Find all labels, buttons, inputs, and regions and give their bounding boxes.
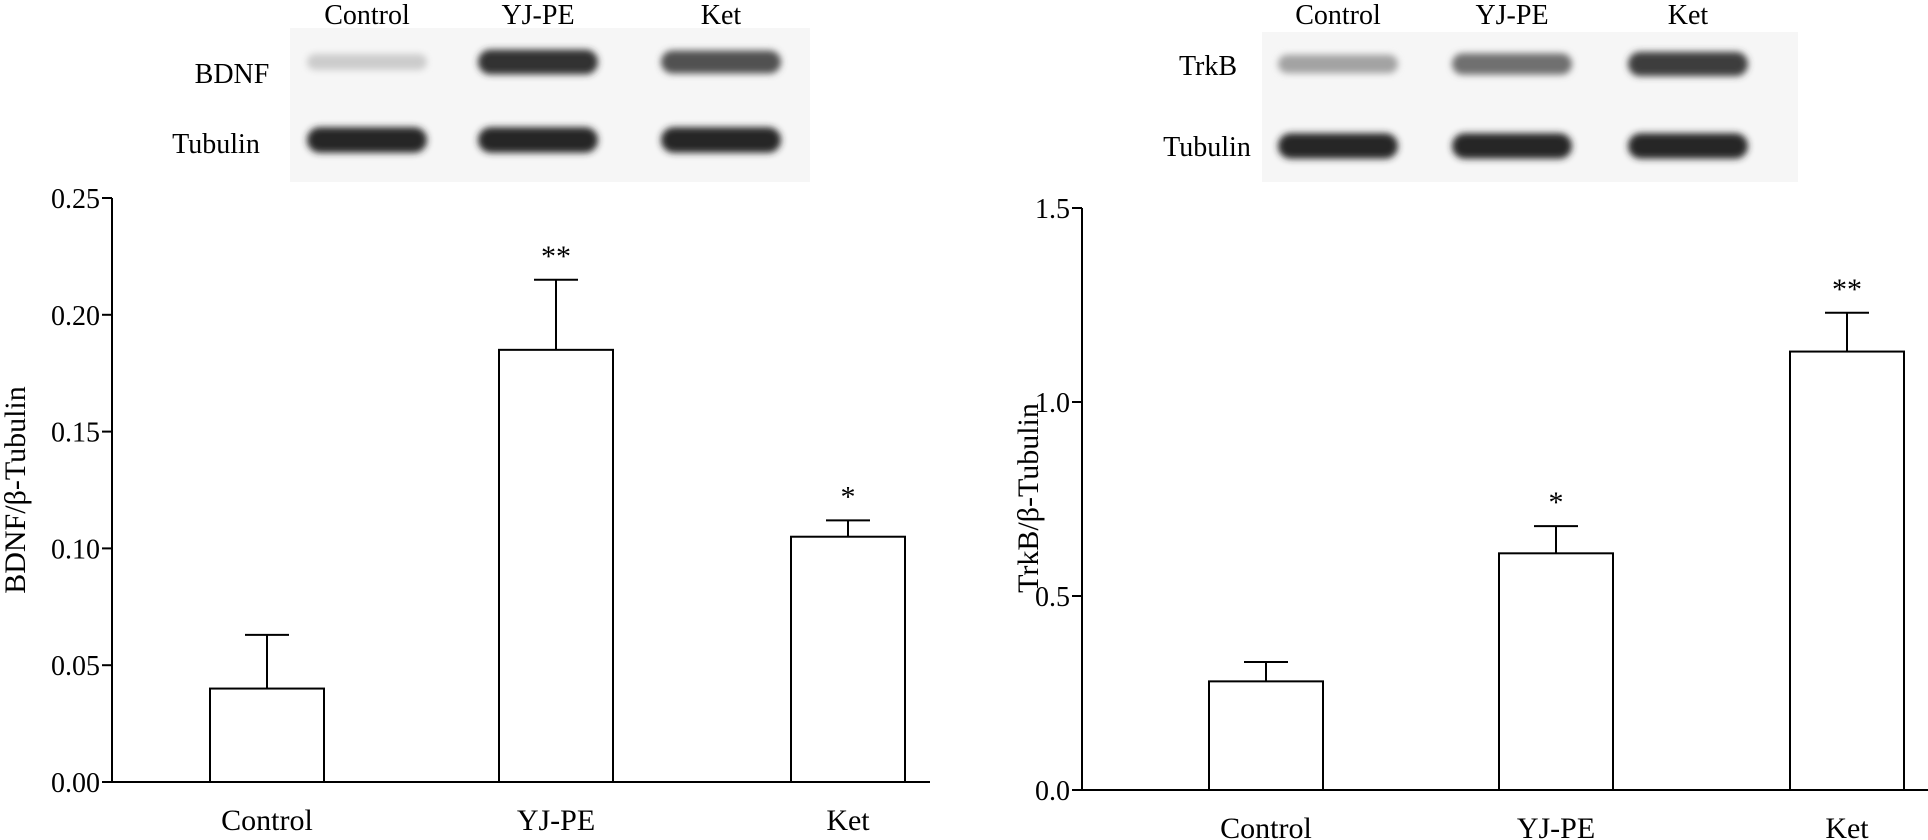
- blot-lane-label: Control: [1295, 0, 1381, 31]
- blot-lane-label: YJ-PE: [1475, 0, 1548, 31]
- y-tick-label: 0.15: [51, 418, 100, 449]
- x-tick-label: YJ-PE: [517, 804, 595, 837]
- blot-band: [307, 127, 427, 153]
- significance-label: **: [541, 240, 571, 273]
- blot-bands: [307, 49, 781, 153]
- significance-label: *: [841, 480, 856, 513]
- x-tick-label: Ket: [826, 804, 870, 837]
- blot-band: [661, 50, 781, 74]
- blot-band: [478, 127, 598, 153]
- bar-chart-trkb: TrkB/β-Tubulin 0.0 0.5 1.0 1.5 Control * YJ-PE…: [1012, 194, 1928, 840]
- y-axis-label: TrkB/β-Tubulin: [1012, 403, 1045, 593]
- panel-trkb: Control YJ-PE Ket TrkB Tubulin TrkB/β-Tu…: [1012, 0, 1928, 840]
- y-tick-label: 0.05: [51, 651, 100, 682]
- blot-lane-label: Ket: [1668, 0, 1709, 31]
- significance-label: **: [1832, 273, 1862, 306]
- bar: [1208, 680, 1324, 791]
- bar-chart-bdnf: BDNF/β-Tubulin 0.00 0.05 0.10 0.15 0.20 0.25 C…: [0, 184, 930, 837]
- y-tick-label: 0.10: [51, 534, 100, 565]
- y-tick-label: 0.25: [51, 184, 100, 215]
- blot-band: [1452, 133, 1572, 159]
- y-tick-label: 1.0: [1035, 388, 1070, 419]
- blot-lane-label: YJ-PE: [501, 0, 574, 31]
- bar: [1498, 552, 1614, 791]
- y-tick-label: 0.5: [1035, 582, 1070, 613]
- y-axis-label: BDNF/β-Tubulin: [0, 386, 32, 594]
- blot-band: [1628, 133, 1748, 159]
- blot-lane-label: Ket: [701, 0, 742, 31]
- x-tick-label: YJ-PE: [1517, 812, 1595, 840]
- blot-band: [1278, 133, 1398, 159]
- blot-band: [1628, 51, 1748, 77]
- blot-row-label: TrkB: [1179, 51, 1237, 82]
- y-tick-label: 0.0: [1035, 776, 1070, 807]
- chart-marks: 0.00 0.05 0.10 0.15 0.20 0.25 Control ** YJ-PE * K…: [51, 184, 906, 837]
- blot-band: [478, 49, 598, 75]
- x-tick-label: Control: [1220, 812, 1312, 840]
- x-tick-label: Control: [221, 804, 313, 837]
- blot-bands: [1278, 51, 1748, 159]
- bar: [498, 348, 614, 783]
- blot-band: [307, 53, 427, 71]
- x-tick-label: Ket: [1825, 812, 1869, 840]
- blot-lane-label: Control: [324, 0, 410, 31]
- panel-bdnf: Control YJ-PE Ket BDNF Tubulin BDNF/β-Tu…: [0, 0, 930, 837]
- chart-marks: 0.0 0.5 1.0 1.5 Control * YJ-PE ** Ket: [1035, 194, 1905, 840]
- y-tick-label: 0.20: [51, 301, 100, 332]
- western-blot-trkb: Control YJ-PE Ket TrkB Tubulin: [1163, 0, 1798, 182]
- blot-band: [1278, 54, 1398, 74]
- y-tick-label: 0.00: [51, 768, 100, 799]
- bar: [1789, 350, 1905, 791]
- significance-label: *: [1549, 486, 1564, 519]
- bar: [790, 535, 906, 783]
- blot-row-label: Tubulin: [1163, 132, 1251, 163]
- blot-row-label: Tubulin: [172, 129, 260, 160]
- blot-band: [1452, 53, 1572, 75]
- y-tick-label: 1.5: [1035, 194, 1070, 225]
- blot-row-label: BDNF: [195, 59, 270, 90]
- blot-band: [661, 127, 781, 153]
- western-blot-bdnf: Control YJ-PE Ket BDNF Tubulin: [172, 0, 810, 182]
- bar: [209, 687, 325, 783]
